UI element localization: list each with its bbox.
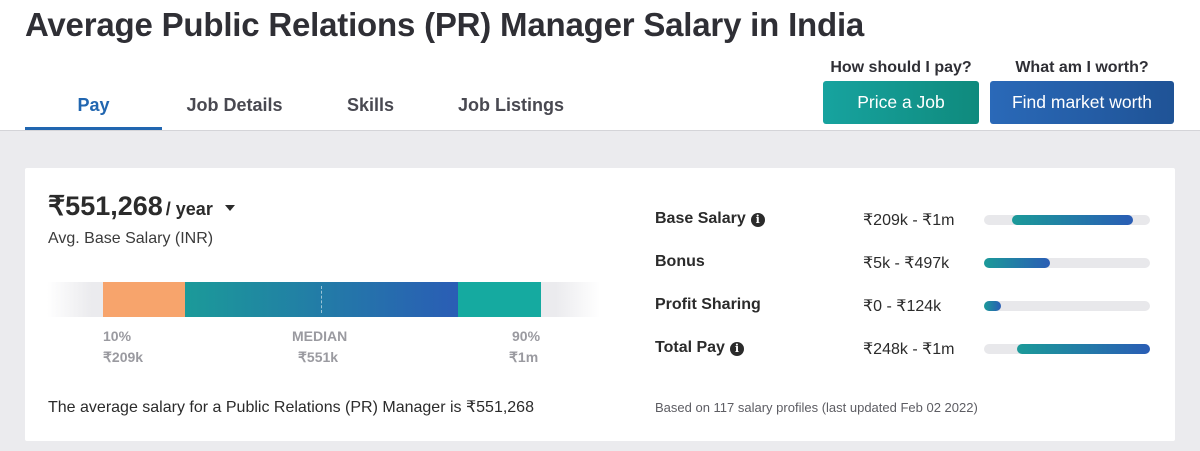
- range-segment-low: [103, 282, 185, 317]
- header-divider: [0, 130, 1200, 131]
- info-icon[interactable]: i: [750, 213, 765, 227]
- pay-label: Total Pay: [655, 339, 725, 356]
- pay-row-total-pay: Total Pay i ₹248k - ₹1m: [655, 337, 1155, 361]
- median-marker: [321, 286, 322, 313]
- pay-row-base-salary: Base Salary i ₹209k - ₹1m: [655, 208, 1155, 232]
- price-a-job-button[interactable]: Price a Job: [823, 81, 979, 124]
- percentile-90-value: ₹1m: [509, 349, 539, 365]
- average-salary-subtitle: Avg. Base Salary (INR): [48, 230, 214, 247]
- salary-card: ₹551,268/ year Avg. Base Salary (INR) 10…: [25, 168, 1175, 441]
- market-worth-question: What am I worth?: [1015, 59, 1149, 76]
- caret-down-icon[interactable]: [224, 205, 235, 211]
- pay-label: Base Salary: [655, 210, 746, 227]
- pay-range: ₹209k - ₹1m: [863, 212, 955, 229]
- market-worth-group: What am I worth? Find market worth: [990, 57, 1174, 124]
- pay-range-fill: [1012, 215, 1134, 225]
- pay-range: ₹5k - ₹497k: [863, 255, 950, 272]
- pay-row-profit-sharing: Profit Sharing ₹0 - ₹124k: [655, 294, 1155, 318]
- median-value: ₹551k: [298, 349, 339, 365]
- salary-range-bar: [47, 282, 600, 317]
- average-salary-amount: ₹551,268: [48, 191, 163, 221]
- pay-range-track: [984, 301, 1150, 311]
- percentile-10-label: 10%: [103, 328, 132, 344]
- pay-range: ₹248k - ₹1m: [863, 341, 955, 358]
- tab-bar: Pay Job Details Skills Job Listings: [25, 84, 588, 130]
- pay-range-track: [984, 215, 1150, 225]
- pay-range-fill: [984, 301, 1001, 311]
- salary-summary: The average salary for a Public Relation…: [48, 399, 534, 416]
- tab-job-listings[interactable]: Job Listings: [457, 95, 564, 115]
- percentile-10-value: ₹209k: [103, 349, 144, 365]
- average-salary: ₹551,268/ year: [48, 191, 235, 222]
- salary-footnote: Based on 117 salary profiles (last updat…: [655, 400, 978, 415]
- info-icon[interactable]: i: [729, 342, 744, 356]
- tab-job-details[interactable]: Job Details: [186, 95, 283, 115]
- tab-skills[interactable]: Skills: [346, 95, 395, 115]
- pay-row-bonus: Bonus ₹5k - ₹497k: [655, 251, 1155, 275]
- pay-range-track: [984, 344, 1150, 354]
- pay-label: Bonus: [655, 253, 705, 270]
- page-title: Average Public Relations (PR) Manager Sa…: [25, 6, 865, 43]
- pay-range-fill: [1017, 344, 1150, 354]
- median-label: MEDIAN: [292, 328, 348, 344]
- price-job-group: How should I pay? Price a Job: [823, 57, 979, 124]
- find-market-worth-button[interactable]: Find market worth: [990, 81, 1174, 124]
- salary-period: / year: [165, 199, 213, 219]
- tab-pay[interactable]: Pay: [25, 84, 162, 130]
- pay-range-fill: [984, 258, 1051, 268]
- pay-label: Profit Sharing: [655, 296, 761, 313]
- pay-range: ₹0 - ₹124k: [863, 298, 942, 315]
- percentile-90-label: 90%: [512, 328, 541, 344]
- pay-range-track: [984, 258, 1150, 268]
- range-segment-high: [458, 282, 541, 317]
- price-job-question: How should I pay?: [830, 59, 972, 76]
